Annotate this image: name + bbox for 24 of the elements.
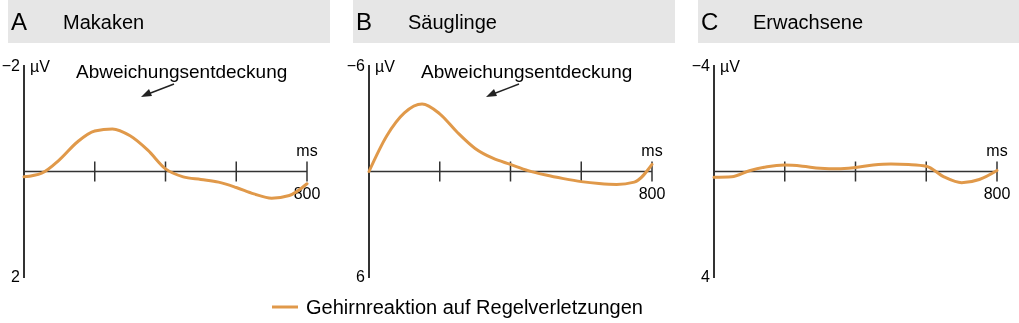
y-tick-label: −2 — [1, 57, 21, 74]
annotation: 800 — [638, 184, 666, 202]
y-axis-title: µV — [375, 58, 396, 75]
chart-title: Makaken — [63, 11, 145, 33]
text: A — [11, 8, 28, 35]
annotation: Abweichungsentdeckung — [76, 61, 288, 82]
text: C — [701, 8, 719, 35]
line-series — [712, 162, 999, 185]
chart-title: Erwachsene — [753, 11, 864, 33]
y-axis-title: µV — [30, 58, 51, 75]
text: B — [356, 8, 373, 35]
annotation: 800 — [983, 184, 1011, 202]
y-tick-label: −4 — [691, 57, 711, 74]
y-tick-label: 6 — [356, 268, 366, 285]
legend-label: Gehirnreaktion auf Regelverletzungen — [306, 296, 643, 318]
chart-title: Säuglinge — [408, 11, 497, 33]
y-tick-label: −6 — [346, 57, 366, 74]
x-axis-title: ms — [296, 141, 318, 159]
y-tick-label: 4 — [701, 268, 711, 285]
y-axis-title: µV — [720, 58, 741, 75]
x-axis-title: ms — [641, 141, 663, 159]
y-tick-label: 2 — [11, 268, 21, 285]
annotation: Abweichungsentdeckung — [421, 61, 633, 82]
x-axis-title: ms — [986, 141, 1008, 159]
